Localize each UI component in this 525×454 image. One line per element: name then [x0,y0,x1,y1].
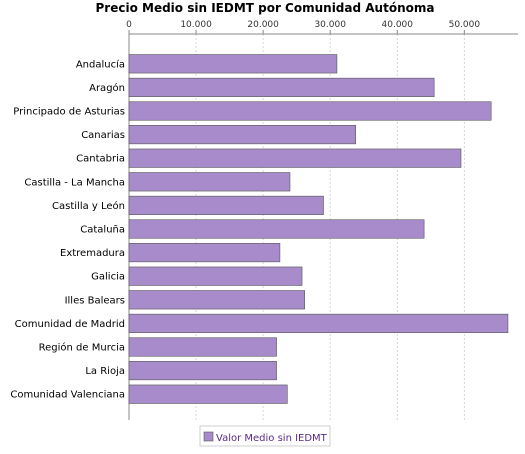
bar [128,337,277,357]
category-label: Castilla - La Mancha [24,177,125,188]
category-label: Región de Murcia [39,342,125,354]
category-label-layer: Andalucía Aragón Principado de Asturias Can… [10,58,125,400]
bar [128,266,303,286]
bar [128,384,288,404]
category-label: Cataluña [80,225,125,236]
legend-swatch [203,431,214,442]
bar [128,290,306,310]
legend-box [199,425,331,447]
category-label: La Rioja [85,366,125,377]
category-label: Cantabria [76,154,125,165]
legend: Valor Medio sin IEDMT [199,425,331,447]
category-label: Andalucía [76,58,125,70]
category-label: Illes Balears [65,295,125,306]
category-label: Extremadura [60,248,125,259]
x-tick-label: 40.000 [382,20,414,30]
bar [128,101,492,121]
x-tick-label: 10.000 [180,20,212,30]
category-label: Castilla y León [52,200,125,212]
bar [128,243,281,263]
x-tick-label: 50.000 [449,20,481,30]
x-tick-label: 0 [126,20,132,30]
bar [128,54,338,74]
category-label: Aragón [89,82,125,94]
axis-layer: 0 10.000 20.000 30.000 40.000 50.000 [126,20,518,420]
bar-layer [128,54,509,404]
category-label: Principado de Asturias [13,107,125,118]
x-tick-label: 20.000 [247,20,279,30]
bar [128,125,356,145]
bar [128,172,291,192]
bar [128,313,509,333]
bar [128,148,462,168]
category-label: Galicia [91,272,125,283]
category-label: Comunidad Valenciana [10,390,125,401]
bar [128,77,435,97]
x-tick-label: 30.000 [314,20,346,30]
category-label: Canarias [81,130,125,141]
bar [128,219,425,239]
bar [128,195,324,215]
bar [128,361,277,381]
legend-label: Valor Medio sin IEDMT [216,433,328,444]
category-label: Comunidad de Madrid [15,319,125,330]
chart-title: Precio Medio sin IEDMT por Comunidad Aut… [96,1,435,15]
